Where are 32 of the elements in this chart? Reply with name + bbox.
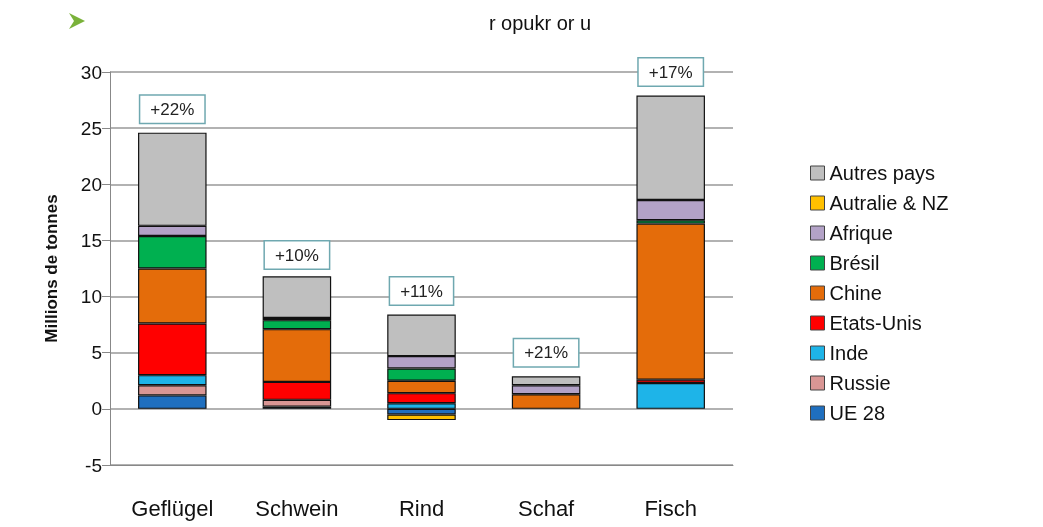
- annotation: +11%: [400, 281, 443, 301]
- legend-label: Autralie & NZ: [829, 192, 949, 214]
- legend-label: Chine: [829, 282, 882, 304]
- y-tick-label: -5: [85, 454, 102, 476]
- bar: [636, 383, 705, 409]
- legend-label: Inde: [829, 342, 869, 364]
- bar: [262, 276, 332, 318]
- y-tick-label: 30: [80, 61, 102, 83]
- legend-label: Etats-Unis: [829, 312, 922, 334]
- annotation: +17%: [648, 62, 693, 82]
- y-tick-label: 10: [80, 286, 102, 308]
- legend-label: Afrique: [829, 222, 893, 244]
- chart-title: r opukr or u: [488, 12, 592, 34]
- bar: [636, 223, 705, 380]
- x-tick-label: Schaf: [517, 495, 576, 521]
- x-tick-label: Rind: [398, 495, 445, 521]
- legend-label: Russie: [829, 372, 891, 394]
- annotation: +21%: [524, 343, 569, 363]
- x-tick-label: Schwein: [255, 495, 339, 521]
- annotation: +10%: [274, 245, 319, 265]
- y-tick-label: 0: [91, 398, 102, 420]
- y-tick-label: 25: [80, 117, 102, 139]
- legend-label: Autres pays: [829, 162, 936, 184]
- y-axis-title: Millions de tonnes: [42, 194, 61, 343]
- legend-label: Brésil: [829, 252, 880, 274]
- y-tick-label: 20: [80, 173, 102, 195]
- y-tick-label: 5: [91, 342, 102, 364]
- annotation: +22%: [150, 99, 195, 119]
- y-tick-label: 15: [80, 229, 102, 251]
- x-tick-label: Fisch: [644, 495, 697, 521]
- x-tick-label: Geflügel: [131, 495, 214, 521]
- legend-label: UE 28: [829, 402, 886, 424]
